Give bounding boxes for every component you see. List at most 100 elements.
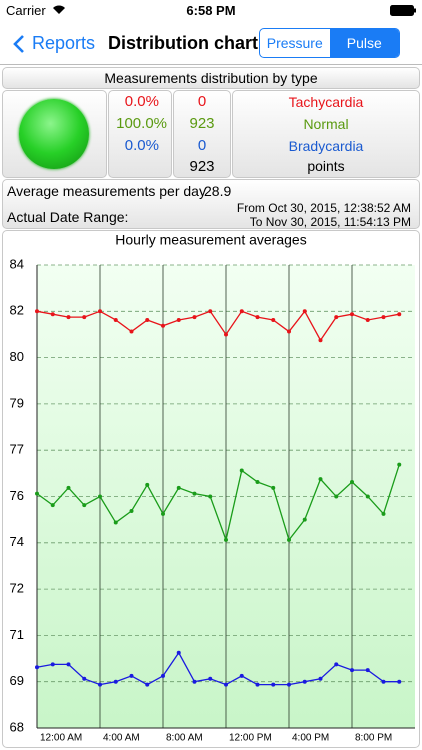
y-tick-label: 77 [10,442,24,457]
data-point [255,315,260,320]
data-point [192,315,197,320]
battery-icon [390,5,416,16]
back-chevron[interactable] [12,34,26,54]
data-point [350,312,354,317]
data-point [381,315,386,320]
data-point [381,679,386,684]
data-point [82,315,87,320]
data-point [208,309,213,314]
data-point [145,682,150,687]
data-point [271,317,276,322]
series-line [36,464,400,543]
percent-tachy: 0.0% [124,93,159,110]
data-point [334,662,339,667]
data-point [302,679,307,684]
data-point [287,682,291,687]
data-point [98,682,102,687]
range-from: From Oct 30, 2015, 12:38:52 AM [236,201,411,215]
data-point [318,676,323,681]
y-tick-label: 69 [10,673,24,688]
y-tick-label: 82 [10,303,24,318]
data-point [365,668,370,673]
count-cell: 0 923 0 923 [173,90,231,178]
data-point [50,312,55,317]
data-point [161,323,165,328]
data-point [66,485,71,490]
data-point [397,462,402,467]
segment-pulse[interactable]: Pulse [329,29,399,57]
data-point [161,511,165,516]
data-point [66,315,71,320]
data-point [365,494,370,499]
y-tick-label: 71 [10,627,24,642]
data-point [239,468,244,473]
data-point [98,494,102,499]
data-point [113,317,118,322]
range-to: To Nov 30, 2015, 11:54:13 PM [249,215,411,229]
percent-normal: 100.0% [116,115,167,132]
y-tick-label: 74 [10,534,24,549]
summary-header: Measurements distribution by type [2,67,420,89]
y-tick-label: 72 [10,581,24,596]
y-tick-label: 79 [10,395,24,410]
data-point [271,682,276,687]
data-point [145,317,150,322]
x-tick-label: 8:00 AM [166,733,203,744]
data-point [50,503,55,508]
data-point [98,309,102,314]
data-point [176,650,181,655]
data-point [192,679,197,684]
segmented-control: Pressure Pulse [259,28,400,58]
data-point [129,673,134,678]
data-point [192,491,197,496]
data-point [239,309,244,314]
back-button[interactable]: Reports [32,33,96,53]
data-point [224,537,228,542]
data-point [334,494,339,499]
label-points: points [307,158,345,174]
data-point [318,338,323,343]
data-point [271,485,276,490]
data-point [365,317,370,322]
series-line [36,651,400,686]
data-point [255,480,260,485]
y-tick-label: 84 [10,256,24,271]
y-tick-label: 68 [10,719,24,734]
data-point [161,673,165,678]
chart-title: Hourly measurement averages [115,232,306,248]
data-point [318,477,323,482]
label-brady: Bradycardia [288,138,364,154]
range-label: Actual Date Range: [7,209,129,225]
status-light [19,99,89,169]
data-point [350,668,354,673]
x-tick-label: 12:00 AM [40,733,82,744]
data-point [239,673,244,678]
wifi-icon [53,5,65,14]
count-total: 923 [189,158,215,175]
percent-brady: 0.0% [124,137,159,154]
count-brady: 0 [197,137,207,154]
nav-divider [0,64,422,65]
indicator-cell [2,90,107,178]
data-point [129,329,134,334]
count-normal: 923 [189,115,215,132]
data-point [208,676,213,681]
data-point [224,332,228,337]
average-label: Average measurements per day [7,183,206,199]
x-tick-label: 12:00 PM [229,733,272,744]
average-value: 28.9 [204,183,232,199]
data-point [35,665,39,670]
average-panel: Average measurements per day 28.9 Actual… [2,179,420,229]
y-tick-label: 80 [10,349,24,364]
data-point [176,317,181,322]
data-point [397,312,402,317]
data-point [82,503,87,508]
data-point [287,537,291,542]
label-normal: Normal [303,116,349,132]
y-tick-label: 76 [10,488,24,503]
segment-pressure[interactable]: Pressure [266,35,323,51]
data-point [129,508,134,513]
data-point [302,517,307,522]
